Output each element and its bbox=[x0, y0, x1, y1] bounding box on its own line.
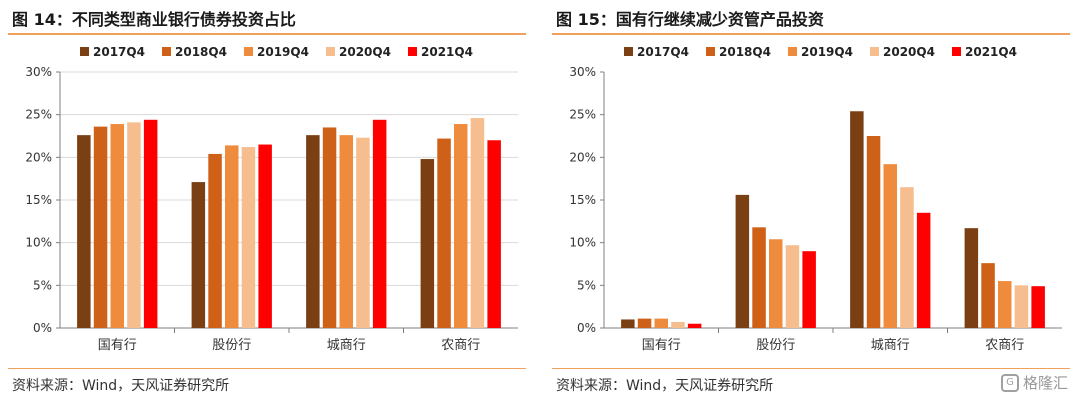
bar-2017Q4-城商行 bbox=[306, 135, 320, 328]
bar-2020Q4-农商行 bbox=[470, 118, 485, 328]
bar-2021Q4-农商行 bbox=[1031, 286, 1045, 328]
y-tick-label: 20% bbox=[569, 150, 596, 164]
x-tick-label: 农商行 bbox=[441, 338, 480, 353]
watermark-logo-icon: G bbox=[1000, 373, 1019, 392]
legend-swatch-2017Q4 bbox=[624, 47, 633, 56]
legend-label-2021Q4: 2021Q4 bbox=[965, 45, 1017, 59]
bar-2019Q4-农商行 bbox=[454, 124, 468, 328]
y-tick-label: 30% bbox=[25, 65, 52, 79]
bar-2017Q4-农商行 bbox=[420, 159, 435, 328]
bar-2017Q4-股份行 bbox=[191, 182, 206, 328]
bar-2018Q4-城商行 bbox=[322, 127, 337, 328]
bar-2021Q4-股份行 bbox=[258, 144, 272, 328]
watermark-text: 格隆汇 bbox=[1022, 374, 1068, 392]
x-tick-label: 农商行 bbox=[985, 338, 1024, 353]
bar-2021Q4-股份行 bbox=[802, 251, 816, 328]
legend-label-2020Q4: 2020Q4 bbox=[883, 45, 935, 59]
bar-2017Q4-国有行 bbox=[77, 135, 91, 328]
bar-2020Q4-国有行 bbox=[127, 122, 141, 328]
legend-swatch-2021Q4 bbox=[408, 47, 417, 56]
y-tick-label: 25% bbox=[569, 108, 596, 122]
bar-2021Q4-国有行 bbox=[143, 119, 158, 328]
x-tick-label: 股份行 bbox=[756, 338, 795, 353]
source-note: 资料来源：Wind，天风证券研究所 bbox=[12, 378, 230, 394]
bar-2020Q4-城商行 bbox=[356, 137, 370, 328]
chart-title: 图 14：不同类型商业银行债券投资占比 bbox=[12, 10, 296, 29]
asset-mgmt-investment-chart: 2017Q4 2018Q4 2019Q4 2020Q4 2021Q4 0% 5% 10% 15%… bbox=[569, 45, 1062, 353]
y-tick-label: 15% bbox=[569, 193, 596, 207]
bar-2017Q4-城商行 bbox=[850, 111, 864, 329]
footer-rule bbox=[552, 368, 1070, 369]
bar-2019Q4-农商行 bbox=[998, 281, 1012, 328]
bar-2020Q4-股份行 bbox=[241, 147, 256, 328]
legend-label-2019Q4: 2019Q4 bbox=[801, 45, 853, 59]
x-tick-label: 股份行 bbox=[212, 338, 251, 353]
y-tick-label: 25% bbox=[25, 108, 52, 122]
x-tick-label: 国有行 bbox=[642, 338, 681, 353]
legend-swatch-2020Q4 bbox=[870, 47, 879, 56]
bar-2017Q4-农商行 bbox=[964, 228, 979, 328]
legend-label-2018Q4: 2018Q4 bbox=[175, 45, 227, 59]
bar-2019Q4-城商行 bbox=[339, 135, 353, 328]
title-rule bbox=[8, 33, 526, 35]
legend-label-2019Q4: 2019Q4 bbox=[257, 45, 309, 59]
legend-label-2017Q4: 2017Q4 bbox=[637, 45, 689, 59]
y-tick-label: 5% bbox=[577, 278, 596, 292]
x-tick-label: 国有行 bbox=[98, 338, 137, 353]
bar-2021Q4-城商行 bbox=[372, 119, 387, 328]
left-panel: 图 14：不同类型商业银行债券投资占比 2017Q4 2018Q4 2019Q4 20… bbox=[8, 0, 530, 400]
legend-swatch-2018Q4 bbox=[162, 47, 171, 56]
legend-label-2017Q4: 2017Q4 bbox=[93, 45, 145, 59]
legend-label-2018Q4: 2018Q4 bbox=[719, 45, 771, 59]
bar-2018Q4-国有行 bbox=[637, 318, 652, 328]
legend-swatch-2017Q4 bbox=[80, 47, 89, 56]
bar-2021Q4-国有行 bbox=[687, 323, 702, 328]
legend-swatch-2018Q4 bbox=[706, 47, 715, 56]
footer-rule bbox=[8, 368, 526, 369]
bar-2020Q4-股份行 bbox=[785, 245, 800, 328]
x-tick-label: 城商行 bbox=[871, 338, 910, 353]
chart-title: 图 15：国有行继续减少资管产品投资 bbox=[556, 10, 824, 29]
legend-swatch-2021Q4 bbox=[952, 47, 961, 56]
x-tick-label: 城商行 bbox=[327, 338, 366, 353]
bar-2017Q4-国有行 bbox=[621, 319, 635, 328]
bar-2018Q4-股份行 bbox=[752, 227, 766, 328]
y-tick-label: 20% bbox=[25, 150, 52, 164]
bar-2021Q4-农商行 bbox=[487, 140, 501, 328]
bar-2019Q4-城商行 bbox=[883, 164, 897, 328]
bar-2018Q4-农商行 bbox=[437, 138, 451, 328]
bar-2018Q4-股份行 bbox=[208, 153, 222, 328]
bar-2020Q4-城商行 bbox=[900, 187, 914, 328]
y-tick-label: 15% bbox=[25, 193, 52, 207]
legend-label-2020Q4: 2020Q4 bbox=[339, 45, 391, 59]
bar-2019Q4-股份行 bbox=[225, 145, 239, 328]
legend-swatch-2019Q4 bbox=[788, 47, 797, 56]
watermark: G 格隆汇 bbox=[1000, 372, 1068, 393]
y-tick-label: 30% bbox=[569, 65, 596, 79]
legend-label-2021Q4: 2021Q4 bbox=[421, 45, 473, 59]
bond-investment-chart: 2017Q4 2018Q4 2019Q4 2020Q4 2021Q4 0% 5% 10% 15%… bbox=[25, 45, 518, 353]
legend-swatch-2020Q4 bbox=[326, 47, 335, 56]
bar-2017Q4-股份行 bbox=[735, 194, 750, 328]
y-tick-label: 5% bbox=[33, 278, 52, 292]
bar-2018Q4-城商行 bbox=[866, 136, 881, 328]
bar-2020Q4-国有行 bbox=[671, 322, 685, 328]
y-tick-label: 10% bbox=[25, 236, 52, 250]
legend-swatch-2019Q4 bbox=[244, 47, 253, 56]
bar-2019Q4-国有行 bbox=[110, 124, 124, 328]
bar-2019Q4-国有行 bbox=[654, 318, 668, 328]
bar-2018Q4-农商行 bbox=[981, 263, 995, 328]
title-rule bbox=[552, 33, 1070, 35]
y-tick-label: 10% bbox=[569, 236, 596, 250]
y-tick-label: 0% bbox=[577, 321, 596, 335]
bar-2019Q4-股份行 bbox=[769, 239, 783, 328]
source-note: 资料来源：Wind，天风证券研究所 bbox=[556, 378, 774, 394]
y-tick-label: 0% bbox=[33, 321, 52, 335]
bar-2018Q4-国有行 bbox=[93, 126, 108, 328]
bar-2021Q4-城商行 bbox=[916, 212, 931, 328]
right-panel: 图 15：国有行继续减少资管产品投资 2017Q4 2018Q4 2019Q4 202… bbox=[552, 0, 1074, 400]
bar-2020Q4-农商行 bbox=[1014, 285, 1029, 328]
